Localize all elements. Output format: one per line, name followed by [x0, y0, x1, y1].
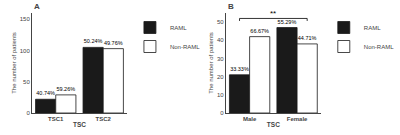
svg-text:0: 0: [220, 110, 224, 116]
svg-text:0: 0: [26, 110, 30, 116]
svg-text:59.26%: 59.26%: [56, 86, 75, 92]
svg-text:44.71%: 44.71%: [298, 35, 317, 41]
svg-text:50: 50: [217, 19, 224, 25]
svg-text:B: B: [228, 2, 234, 11]
svg-text:55.29%: 55.29%: [278, 19, 297, 25]
svg-text:TSC1: TSC1: [48, 116, 64, 122]
svg-text:66.67%: 66.67%: [250, 28, 269, 34]
svg-text:**: **: [270, 9, 276, 18]
svg-text:20: 20: [217, 74, 224, 80]
svg-text:100: 100: [20, 48, 31, 54]
svg-text:Female: Female: [287, 116, 308, 122]
svg-text:40.74%: 40.74%: [36, 90, 55, 96]
svg-text:TSC2: TSC2: [96, 116, 112, 122]
svg-text:30: 30: [217, 56, 224, 62]
svg-text:Non-RAML: Non-RAML: [364, 44, 394, 50]
svg-text:A: A: [34, 2, 40, 11]
svg-text:Male: Male: [243, 116, 257, 122]
svg-text:RAML: RAML: [364, 25, 381, 31]
svg-text:40: 40: [217, 37, 224, 43]
svg-text:TSC: TSC: [73, 121, 86, 128]
svg-text:33.33%: 33.33%: [230, 66, 249, 72]
svg-text:Non-RAML: Non-RAML: [170, 44, 200, 50]
svg-text:49.76%: 49.76%: [104, 40, 123, 46]
svg-text:RAML: RAML: [170, 25, 187, 31]
svg-text:50: 50: [23, 79, 30, 85]
svg-text:150: 150: [20, 16, 31, 22]
svg-text:50.24%: 50.24%: [84, 38, 103, 44]
svg-text:10: 10: [217, 92, 224, 98]
svg-text:TSC: TSC: [267, 121, 280, 128]
svg-text:The number of patients: The number of patients: [208, 32, 214, 94]
svg-text:The number of patients: The number of patients: [11, 32, 17, 94]
